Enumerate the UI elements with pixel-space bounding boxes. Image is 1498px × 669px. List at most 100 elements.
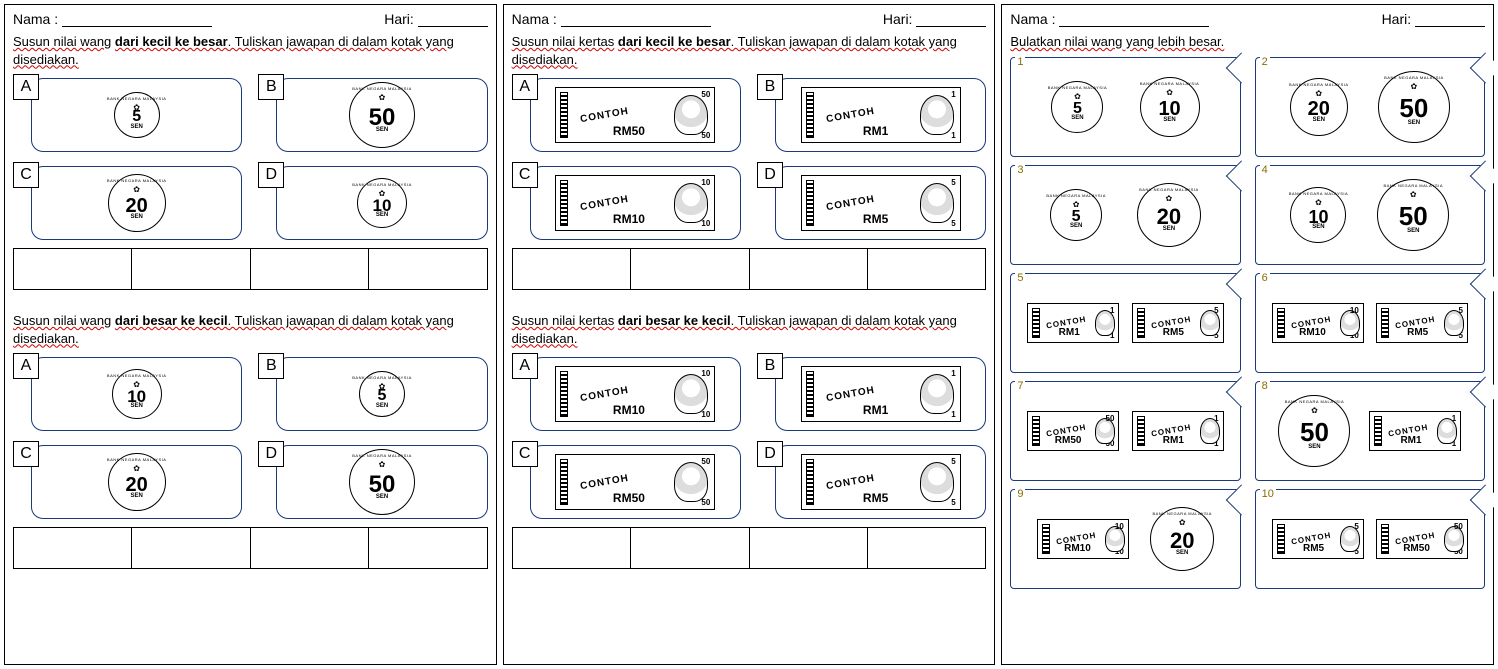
nama-blank[interactable] [1059, 13, 1209, 27]
coin-20-sen: BANK NEGARA MALAYSIA✿20SEN [1150, 507, 1214, 571]
answer-cell[interactable] [369, 249, 486, 289]
banknote-rm1: CONTOHRM111 [1132, 411, 1224, 451]
nama-label: Nama : [512, 11, 557, 27]
nama-blank[interactable] [62, 13, 212, 27]
question-number: 2 [1260, 56, 1270, 68]
portrait-icon [1444, 310, 1464, 336]
answer-cell[interactable] [868, 528, 985, 568]
bank-text: BANK NEGARA MALAYSIA [1046, 193, 1106, 198]
answer-cell[interactable] [14, 528, 132, 568]
answer-cell[interactable] [132, 249, 250, 289]
option-letter: A [13, 74, 39, 100]
coin-value: 20 [1157, 207, 1181, 227]
sen-label: SEN [130, 214, 142, 220]
note-stripe [560, 459, 568, 505]
answer-cell[interactable] [513, 249, 631, 289]
hibiscus-icon: ✿ [379, 94, 386, 102]
bank-text: BANK NEGARA MALAYSIA [107, 96, 167, 101]
bank-text: BANK NEGARA MALAYSIA [352, 182, 412, 187]
header: Nama : Hari: [512, 11, 987, 27]
answer-cell[interactable] [868, 249, 985, 289]
coin-value: 10 [1308, 209, 1328, 225]
option-letter: D [757, 162, 783, 188]
answer-cell[interactable] [14, 249, 132, 289]
bank-text: BANK NEGARA MALAYSIA [352, 453, 412, 458]
compare-box-3[interactable]: 3 BANK NEGARA MALAYSIA ✿5SEN BANK NEGARA MA… [1010, 165, 1240, 265]
contoh-label: CONTOH [825, 385, 875, 404]
coin-value: 50 [1300, 421, 1329, 444]
option-card: BANK NEGARA MALAYSIA✿50SEN [276, 445, 487, 519]
banknote-rm50: CONTOHRM505050 [555, 454, 715, 510]
coin-50-sen: BANK NEGARA MALAYSIA✿50SEN [1378, 71, 1450, 143]
hibiscus-icon: ✿ [1410, 191, 1417, 199]
hari-blank[interactable] [418, 13, 488, 27]
answer-cell[interactable] [513, 528, 631, 568]
compare-box-4[interactable]: 4BANK NEGARA MALAYSIA✿10SENBANK NEGARA M… [1255, 165, 1485, 265]
hibiscus-icon: ✿ [1166, 89, 1173, 97]
hari-blank[interactable] [916, 13, 986, 27]
sen-label: SEN [130, 124, 142, 130]
coin-20-sen: BANK NEGARA MALAYSIA✿20SEN [1137, 183, 1201, 247]
answer-cell[interactable] [750, 528, 868, 568]
hibiscus-icon: ✿ [133, 381, 140, 389]
answer-cell[interactable] [631, 249, 749, 289]
hari-blank[interactable] [1415, 13, 1485, 27]
compare-box-1[interactable]: 1BANK NEGARA MALAYSIA✿5SENBANK NEGARA MA… [1010, 57, 1240, 157]
compare-box-2[interactable]: 2BANK NEGARA MALAYSIA✿20SENBANK NEGARA M… [1255, 57, 1485, 157]
answer-cell[interactable] [132, 528, 250, 568]
corner-cut [1470, 484, 1498, 515]
note-denom: RM10 [613, 212, 645, 226]
options-grid-1: ACONTOHRM505050BCONTOHRM111CCONTOHRM1010… [512, 74, 987, 240]
question-number: 10 [1260, 488, 1276, 500]
compare-box-6[interactable]: 6CONTOHRM101010CONTOHRM555 [1255, 273, 1485, 373]
coin-value: 50 [369, 474, 396, 496]
sen-label: SEN [1163, 117, 1175, 123]
note-stripe [1042, 524, 1050, 554]
page-3: Nama : Hari: Bulatkan nilai wang yang le… [1001, 4, 1494, 665]
nama-blank[interactable] [561, 13, 711, 27]
hibiscus-icon: ✿ [379, 190, 386, 198]
option-C: CCONTOHRM505050 [512, 441, 741, 519]
compare-box-10[interactable]: 10CONTOHRM555CONTOHRM505050 [1255, 489, 1485, 589]
option-card: BANK NEGARA MALAYSIA✿5SEN [31, 78, 242, 152]
sen-label: SEN [130, 403, 142, 409]
coin-10-sen: BANK NEGARA MALAYSIA✿10SEN [1290, 187, 1346, 243]
portrait-icon [1437, 418, 1457, 444]
note-corner: 1 [951, 369, 955, 378]
nama-label: Nama : [1010, 11, 1055, 27]
hari-label: Hari: [883, 11, 913, 27]
compare-box-8[interactable]: 8BANK NEGARA MALAYSIA✿50SENCONTOHRM111 [1255, 381, 1485, 481]
compare-box-7[interactable]: 7CONTOHRM505050CONTOHRM111 [1010, 381, 1240, 481]
note-denom: RM50 [1055, 435, 1082, 446]
note-stripe [1137, 416, 1145, 446]
option-card: CONTOHRM101010 [530, 357, 741, 431]
answer-cell[interactable] [251, 249, 369, 289]
compare-box-9[interactable]: 9CONTOHRM101010BANK NEGARA MALAYSIA✿20SE… [1010, 489, 1240, 589]
sen-label: SEN [1070, 223, 1082, 229]
hibiscus-icon: ✿ [1073, 201, 1080, 209]
bank-text: BANK NEGARA MALAYSIA [1285, 399, 1345, 404]
answer-cell[interactable] [750, 249, 868, 289]
note-stripe [806, 371, 814, 417]
bank-text: BANK NEGARA MALAYSIA [107, 178, 167, 183]
portrait-icon [1200, 418, 1220, 444]
bank-text: BANK NEGARA MALAYSIA [352, 375, 412, 380]
bank-text: BANK NEGARA MALAYSIA [1384, 75, 1444, 80]
option-letter: A [512, 353, 538, 379]
banknote-rm10: CONTOHRM101010 [1037, 519, 1129, 559]
coin-value: 5 [1072, 210, 1081, 224]
corner-cut [1470, 160, 1498, 191]
answer-row-2 [512, 527, 987, 569]
compare-box-5[interactable]: 5CONTOHRM111CONTOHRM555 [1010, 273, 1240, 373]
answer-cell[interactable] [631, 528, 749, 568]
option-D: DCONTOHRM555 [757, 441, 986, 519]
question-number: 5 [1015, 272, 1025, 284]
instruction-1: Susun nilai kertas dari kecil ke besar. … [512, 33, 987, 68]
answer-cell[interactable] [369, 528, 486, 568]
corner-cut [1225, 268, 1256, 299]
note-denom: RM50 [613, 124, 645, 138]
option-A: ACONTOHRM101010 [512, 353, 741, 431]
answer-row-1 [13, 248, 488, 290]
question-number: 3 [1015, 164, 1025, 176]
answer-cell[interactable] [251, 528, 369, 568]
